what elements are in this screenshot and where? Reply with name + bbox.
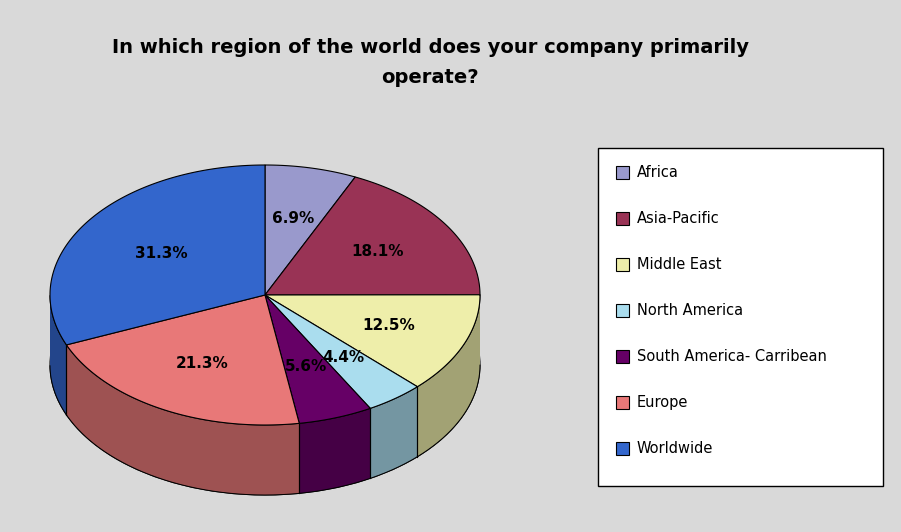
Text: 21.3%: 21.3%	[176, 355, 229, 371]
Bar	[616, 350, 629, 363]
Text: 4.4%: 4.4%	[322, 350, 364, 364]
Polygon shape	[67, 295, 299, 425]
Text: 12.5%: 12.5%	[362, 318, 414, 333]
Polygon shape	[265, 295, 370, 423]
Text: Europe: Europe	[637, 395, 688, 410]
FancyBboxPatch shape	[598, 148, 883, 486]
Text: Middle East: Middle East	[637, 257, 722, 272]
Text: North America: North America	[637, 303, 743, 318]
Polygon shape	[50, 165, 265, 345]
Text: Asia-Pacific: Asia-Pacific	[637, 211, 720, 226]
Text: operate?: operate?	[381, 68, 478, 87]
Polygon shape	[265, 295, 480, 387]
Bar	[616, 442, 629, 455]
Text: Worldwide: Worldwide	[637, 441, 714, 456]
Bar	[616, 396, 629, 409]
Bar	[616, 212, 629, 225]
Polygon shape	[417, 295, 480, 456]
Polygon shape	[370, 387, 417, 478]
Ellipse shape	[50, 235, 480, 495]
Text: South America- Carribean: South America- Carribean	[637, 349, 827, 364]
Polygon shape	[299, 409, 370, 493]
Polygon shape	[50, 296, 67, 415]
Polygon shape	[67, 345, 299, 495]
Text: Africa: Africa	[637, 165, 678, 180]
Text: 18.1%: 18.1%	[351, 244, 404, 259]
Bar	[616, 304, 629, 317]
Polygon shape	[265, 295, 417, 409]
Text: 6.9%: 6.9%	[271, 211, 314, 226]
Bar	[616, 166, 629, 179]
Text: 5.6%: 5.6%	[285, 359, 327, 373]
Text: In which region of the world does your company primarily: In which region of the world does your c…	[112, 38, 749, 57]
Text: 31.3%: 31.3%	[135, 246, 187, 261]
Polygon shape	[265, 165, 355, 295]
Polygon shape	[265, 177, 480, 295]
Bar	[616, 258, 629, 271]
